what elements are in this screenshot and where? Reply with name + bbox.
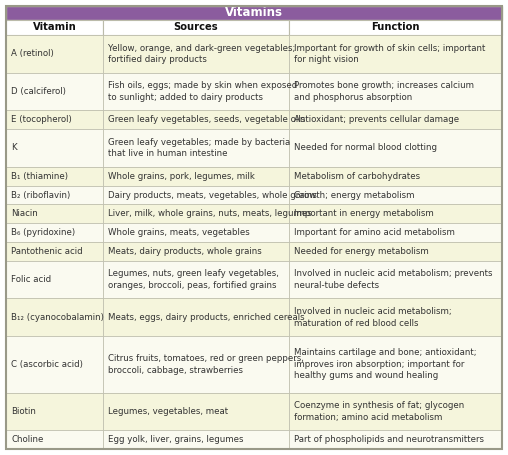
- Bar: [103, 393, 289, 430]
- Text: Important for amino acid metabolism: Important for amino acid metabolism: [294, 228, 455, 237]
- Bar: [289, 186, 502, 204]
- Text: Niacin: Niacin: [11, 209, 38, 218]
- Bar: [6, 167, 103, 186]
- Text: Important for growth of skin cells; important
for night vision: Important for growth of skin cells; impo…: [294, 44, 485, 64]
- Text: Metabolism of carbohydrates: Metabolism of carbohydrates: [294, 172, 420, 181]
- Text: A (retinol): A (retinol): [11, 50, 54, 58]
- Text: Promotes bone growth; increases calcium
and phosphorus absorption: Promotes bone growth; increases calcium …: [294, 81, 474, 102]
- Bar: [103, 129, 289, 167]
- Text: Antioxidant; prevents cellular damage: Antioxidant; prevents cellular damage: [294, 115, 459, 124]
- Bar: [6, 110, 103, 129]
- Bar: [289, 393, 502, 430]
- Text: Legumes, vegetables, meat: Legumes, vegetables, meat: [108, 407, 228, 416]
- Bar: [103, 204, 289, 223]
- Bar: [289, 242, 502, 261]
- Text: Folic acid: Folic acid: [11, 275, 51, 284]
- Text: B₁₂ (cyanocobalamin): B₁₂ (cyanocobalamin): [11, 313, 104, 322]
- Bar: [289, 298, 502, 336]
- Bar: [289, 20, 502, 35]
- Bar: [289, 73, 502, 110]
- Bar: [103, 20, 289, 35]
- Bar: [6, 336, 103, 393]
- Text: Green leafy vegetables, seeds, vegetable oils: Green leafy vegetables, seeds, vegetable…: [108, 115, 305, 124]
- Text: Needed for energy metabolism: Needed for energy metabolism: [294, 247, 428, 256]
- Bar: [103, 186, 289, 204]
- Bar: [103, 110, 289, 129]
- Text: E (tocopherol): E (tocopherol): [11, 115, 72, 124]
- Bar: [6, 20, 103, 35]
- Text: Biotin: Biotin: [11, 407, 36, 416]
- Bar: [6, 261, 103, 298]
- Bar: [289, 129, 502, 167]
- Text: Involved in nucleic acid metabolism; prevents
neural-tube defects: Involved in nucleic acid metabolism; pre…: [294, 269, 492, 290]
- Text: Coenzyme in synthesis of fat; glycogen
formation; amino acid metabolism: Coenzyme in synthesis of fat; glycogen f…: [294, 401, 464, 422]
- Text: Citrus fruits, tomatoes, red or green peppers,
broccoli, cabbage, strawberries: Citrus fruits, tomatoes, red or green pe…: [108, 354, 304, 374]
- Text: Whole grains, meats, vegetables: Whole grains, meats, vegetables: [108, 228, 249, 237]
- Bar: [6, 129, 103, 167]
- Text: Meats, eggs, dairy products, enriched cereals: Meats, eggs, dairy products, enriched ce…: [108, 313, 304, 322]
- Bar: [289, 204, 502, 223]
- Bar: [289, 167, 502, 186]
- Bar: [103, 242, 289, 261]
- Bar: [6, 6, 502, 20]
- Text: Part of phospholipids and neurotransmitters: Part of phospholipids and neurotransmitt…: [294, 435, 484, 444]
- Bar: [103, 336, 289, 393]
- Text: B₂ (riboflavin): B₂ (riboflavin): [11, 191, 70, 199]
- Bar: [103, 430, 289, 449]
- Bar: [6, 35, 103, 73]
- Text: Fish oils, eggs; made by skin when exposed
to sunlight; added to dairy products: Fish oils, eggs; made by skin when expos…: [108, 81, 297, 102]
- Text: Green leafy vegetables; made by bacteria
that live in human intestine: Green leafy vegetables; made by bacteria…: [108, 138, 290, 158]
- Text: Dairy products, meats, vegetables, whole grains: Dairy products, meats, vegetables, whole…: [108, 191, 316, 199]
- Text: Needed for normal blood clotting: Needed for normal blood clotting: [294, 143, 437, 152]
- Bar: [6, 223, 103, 242]
- Bar: [6, 73, 103, 110]
- Text: Meats, dairy products, whole grains: Meats, dairy products, whole grains: [108, 247, 262, 256]
- Bar: [103, 73, 289, 110]
- Bar: [6, 430, 103, 449]
- Text: Function: Function: [371, 22, 420, 32]
- Bar: [289, 35, 502, 73]
- Text: Liver, milk, whole grains, nuts, meats, legumes: Liver, milk, whole grains, nuts, meats, …: [108, 209, 311, 218]
- Text: B₁ (thiamine): B₁ (thiamine): [11, 172, 68, 181]
- Bar: [103, 298, 289, 336]
- Bar: [6, 186, 103, 204]
- Text: Legumes, nuts, green leafy vegetables,
oranges, broccoli, peas, fortified grains: Legumes, nuts, green leafy vegetables, o…: [108, 269, 278, 290]
- Bar: [103, 35, 289, 73]
- Bar: [6, 242, 103, 261]
- Bar: [6, 204, 103, 223]
- Text: D (calciferol): D (calciferol): [11, 87, 66, 96]
- Bar: [6, 393, 103, 430]
- Text: Vitamins: Vitamins: [225, 6, 283, 20]
- Bar: [289, 261, 502, 298]
- Bar: [289, 430, 502, 449]
- Text: Involved in nucleic acid metabolism;
maturation of red blood cells: Involved in nucleic acid metabolism; mat…: [294, 307, 452, 328]
- Bar: [289, 336, 502, 393]
- Text: Sources: Sources: [173, 22, 218, 32]
- Text: Vitamin: Vitamin: [33, 22, 76, 32]
- Text: Growth; energy metabolism: Growth; energy metabolism: [294, 191, 414, 199]
- Text: Yellow, orange, and dark-green vegetables;
fortified dairy products: Yellow, orange, and dark-green vegetable…: [108, 44, 295, 64]
- Bar: [103, 261, 289, 298]
- Bar: [6, 298, 103, 336]
- Text: Pantothenic acid: Pantothenic acid: [11, 247, 83, 256]
- Text: K: K: [11, 143, 17, 152]
- Text: Whole grains, pork, legumes, milk: Whole grains, pork, legumes, milk: [108, 172, 255, 181]
- Text: Maintains cartilage and bone; antioxidant;
improves iron absorption; important f: Maintains cartilage and bone; antioxidan…: [294, 349, 477, 380]
- Bar: [289, 110, 502, 129]
- Text: B₆ (pyridoxine): B₆ (pyridoxine): [11, 228, 75, 237]
- Text: Egg yolk, liver, grains, legumes: Egg yolk, liver, grains, legumes: [108, 435, 243, 444]
- Bar: [103, 223, 289, 242]
- Bar: [289, 223, 502, 242]
- Text: Choline: Choline: [11, 435, 43, 444]
- Text: Important in energy metabolism: Important in energy metabolism: [294, 209, 433, 218]
- Text: C (ascorbic acid): C (ascorbic acid): [11, 360, 83, 369]
- Bar: [103, 167, 289, 186]
